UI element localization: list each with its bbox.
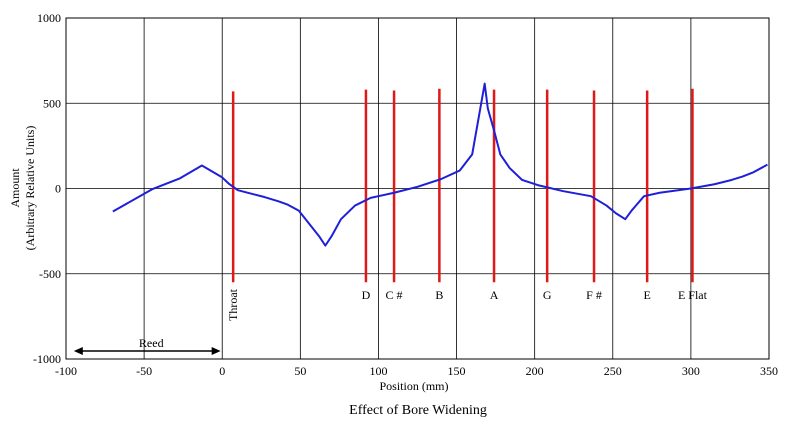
reed-arrow-right-head	[211, 347, 221, 355]
x-tick-label: 250	[604, 364, 622, 378]
x-tick-label: 200	[526, 364, 544, 378]
note-marker-label: B	[435, 288, 443, 302]
y-tick-label: 0	[55, 182, 61, 196]
x-tick-label: -100	[55, 364, 77, 378]
note-markers: Throat D C # B A G F # E E Flat	[226, 88, 708, 321]
x-axis-title: Position (mm)	[379, 379, 448, 393]
y-axis-title-line2: (Arbitrary Relative Units)	[23, 126, 37, 251]
note-marker-label: E	[643, 288, 650, 302]
y-tick-label: 1000	[37, 11, 61, 25]
x-tick-label: 350	[760, 364, 778, 378]
grid-lines	[65, 17, 770, 360]
y-tick-label: 500	[43, 96, 61, 110]
note-marker-label: C #	[386, 288, 403, 302]
x-tick-label: 50	[294, 364, 306, 378]
reed-arrow-left-head	[73, 347, 83, 355]
tick-labels: -100 -50 0 50 100 150 200 250 300 350-1000-500050…	[33, 11, 778, 378]
x-tick-label: 100	[369, 364, 387, 378]
series-lines	[112, 82, 768, 247]
note-marker-label: Throat	[226, 288, 240, 321]
x-tick-label: 150	[448, 364, 466, 378]
chart-title: Effect of Bore Widening	[349, 403, 487, 418]
reed-annotation: Reed	[73, 336, 221, 355]
note-marker-label: G	[543, 288, 552, 302]
x-tick-label: 300	[682, 364, 700, 378]
note-marker-label: A	[490, 288, 499, 302]
note-marker-label: E Flat	[678, 288, 708, 302]
x-tick-label: -50	[136, 364, 152, 378]
plot-frame	[65, 17, 770, 360]
note-marker-label: D	[362, 288, 371, 302]
y-tick-label: -500	[39, 267, 61, 281]
note-marker-label: F #	[586, 288, 602, 302]
reed-label: Reed	[139, 336, 164, 350]
x-tick-label: 0	[219, 364, 225, 378]
y-tick-label: -1000	[33, 352, 61, 366]
y-axis-title-line1: Amount	[8, 168, 22, 208]
series-line	[112, 82, 768, 247]
